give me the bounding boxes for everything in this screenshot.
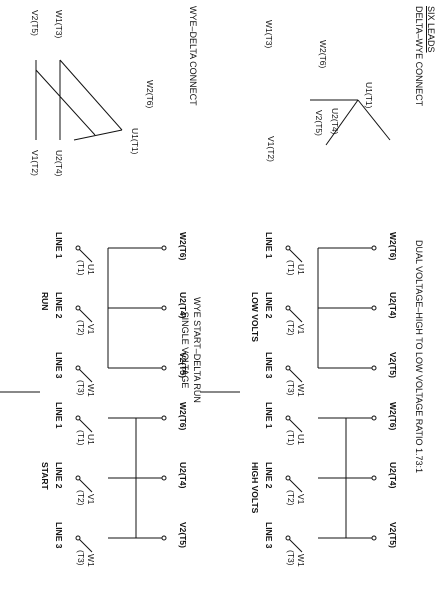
low-bottom-terminal-2: [285, 365, 291, 371]
high-line-label-1: LINE 2: [264, 462, 274, 489]
high-bottom-terminal-2: [285, 535, 291, 541]
run-top-lead-0: W2(T6): [178, 232, 188, 261]
start-line-label-1: LINE 2: [54, 462, 64, 489]
low-sw-label-b-0: (T1): [286, 260, 296, 276]
low-top-lead-0: W2(T6): [388, 232, 398, 261]
run-top-lead-2: V2(T5): [178, 352, 188, 378]
run-top-terminal-0: [161, 245, 167, 251]
low-sw-label-a-2: W1: [296, 384, 306, 397]
high-switch-0: [287, 417, 303, 433]
start-top-lead-2: V2(T5): [178, 522, 188, 548]
run-line-label-2: LINE 3: [54, 352, 64, 379]
run-bottom-terminal-1: [75, 305, 81, 311]
low-bottom-terminal-1: [285, 305, 291, 311]
run-switch-2: [77, 367, 93, 383]
start-top-lead-0: W2(T6): [178, 402, 188, 431]
run-bottom-terminal-2: [75, 365, 81, 371]
high-sw-label-b-1: (T2): [286, 490, 296, 506]
low-line-label-1: LINE 2: [264, 292, 274, 319]
high-top-lead-2: V2(T5): [388, 522, 398, 548]
run-line-label-1: LINE 2: [54, 292, 64, 319]
high-top-terminal-2: [371, 535, 377, 541]
start-switch-0: [77, 417, 93, 433]
low-switch-1: [287, 307, 303, 323]
high-sw-label-a-1: V1: [296, 494, 306, 505]
high-bottom-terminal-0: [285, 415, 291, 421]
low-sw-label-b-2: (T3): [286, 380, 296, 396]
start-sw-label-a-2: W1: [86, 554, 96, 567]
run-sw-label-a-1: V1: [86, 324, 96, 335]
wye-arm-lower: [325, 99, 359, 146]
run-top-terminal-2: [161, 365, 167, 371]
low-top-lead-2: V2(T5): [388, 352, 398, 378]
high-top-lead-0: W2(T6): [388, 402, 398, 431]
start-bottom-terminal-2: [75, 535, 81, 541]
delta-side-left: [59, 59, 123, 131]
start-sw-label-b-1: (T2): [76, 490, 86, 506]
low-switch-2: [287, 367, 303, 383]
run-sw-label-b-1: (T2): [76, 320, 86, 336]
low-line-label-0: LINE 1: [264, 232, 274, 259]
start-top-terminal-2: [161, 535, 167, 541]
delta-side-mid: [35, 69, 96, 136]
run-sw-label-a-2: W1: [86, 384, 96, 397]
run-switch-0: [77, 247, 93, 263]
high-sw-label-a-0: U1: [296, 434, 306, 445]
start-line-label-2: LINE 3: [54, 522, 64, 549]
high-switch-1: [287, 477, 303, 493]
start-sw-label-b-2: (T3): [76, 550, 86, 566]
high-switch-2: [287, 537, 303, 553]
run-sw-label-b-0: (T1): [76, 260, 86, 276]
run-top-lead-1: U2(T4): [178, 292, 188, 319]
low-bottom-terminal-0: [285, 245, 291, 251]
start-line-label-0: LINE 1: [54, 402, 64, 429]
high-sw-label-b-0: (T1): [286, 430, 296, 446]
high-caption: HIGH VOLTS: [250, 462, 260, 514]
high-top-lead-1: U2(T4): [388, 462, 398, 489]
low-caption: LOW VOLTS: [250, 292, 260, 342]
run-sw-label-b-2: (T3): [76, 380, 86, 396]
start-sw-label-a-0: U1: [86, 434, 96, 445]
run-caption: RUN: [40, 292, 50, 311]
start-bottom-terminal-1: [75, 475, 81, 481]
start-switch-2: [77, 537, 93, 553]
run-top-terminal-1: [161, 305, 167, 311]
run-sw-label-a-0: U1: [86, 264, 96, 275]
start-top-terminal-1: [161, 475, 167, 481]
high-top-terminal-0: [371, 415, 377, 421]
low-sw-label-a-1: V1: [296, 324, 306, 335]
low-sw-label-a-0: U1: [296, 264, 306, 275]
start-switch-1: [77, 477, 93, 493]
delta-side-right: [73, 129, 123, 141]
high-line-label-2: LINE 3: [264, 522, 274, 549]
wye-arm-upper: [357, 99, 391, 141]
high-sw-label-b-2: (T3): [286, 550, 296, 566]
high-bottom-terminal-1: [285, 475, 291, 481]
low-top-terminal-2: [371, 365, 377, 371]
run-bottom-terminal-0: [75, 245, 81, 251]
start-top-terminal-0: [161, 415, 167, 421]
high-line-label-0: LINE 1: [264, 402, 274, 429]
run-switch-1: [77, 307, 93, 323]
start-sw-label-b-0: (T1): [76, 430, 86, 446]
low-switch-0: [287, 247, 303, 263]
start-bottom-terminal-0: [75, 415, 81, 421]
low-sw-label-b-1: (T2): [286, 320, 296, 336]
low-line-label-2: LINE 3: [264, 352, 274, 379]
low-top-terminal-1: [371, 305, 377, 311]
run-line-label-0: LINE 1: [54, 232, 64, 259]
high-sw-label-a-2: W1: [296, 554, 306, 567]
low-top-lead-1: U2(T4): [388, 292, 398, 319]
start-caption: START: [40, 462, 50, 490]
start-top-lead-1: U2(T4): [178, 462, 188, 489]
start-sw-label-a-1: V1: [86, 494, 96, 505]
high-top-terminal-1: [371, 475, 377, 481]
low-top-terminal-0: [371, 245, 377, 251]
